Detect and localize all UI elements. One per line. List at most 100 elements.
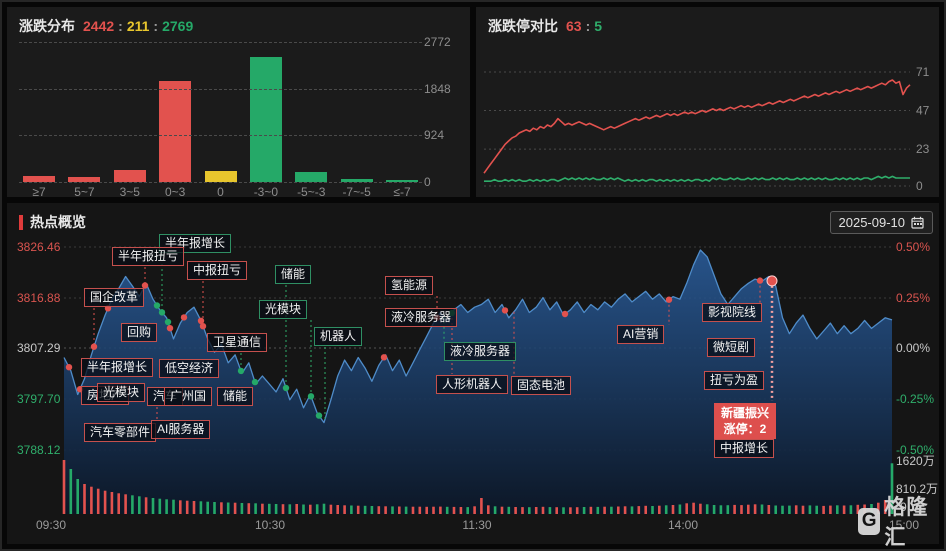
- event-dot: [501, 307, 509, 314]
- event-dot: [65, 364, 73, 371]
- hotspot-label[interactable]: 人形机器人: [436, 375, 509, 394]
- event-dot: [766, 275, 778, 287]
- dist-bar: [159, 81, 192, 182]
- svg-text:47: 47: [916, 104, 930, 118]
- panel-distribution: 涨跌分布 2442 : 211 : 2769 0 924 1848 2772 ≥7 5~…: [7, 7, 470, 199]
- hotspot-tooltip[interactable]: 新疆振兴 涨停：2: [714, 403, 777, 439]
- x-tick-label: -7~-5: [342, 185, 371, 199]
- distribution-title: 涨跌分布: [19, 18, 75, 34]
- hotspot-label[interactable]: 广州国: [164, 387, 213, 406]
- hotspot-label[interactable]: 中报增长: [714, 439, 775, 458]
- svg-text:71: 71: [916, 65, 930, 79]
- dist-bar: [386, 180, 418, 182]
- hotspot-label[interactable]: 扭亏为盈: [704, 371, 765, 390]
- x-tick-label: 0: [217, 185, 224, 199]
- volume-tick-label: 810.2万: [896, 482, 939, 496]
- hotspot-label[interactable]: AI营销: [617, 325, 665, 344]
- time-tick-label: 11:30: [462, 518, 492, 532]
- flat-count: 211: [126, 18, 150, 34]
- panel-hotspots: 热点概览 2025-09-10 G 格隆汇 3826.46 3816.88 3807…: [7, 203, 939, 549]
- event-dot: [90, 343, 98, 350]
- gelonghui-logo-icon: G: [858, 507, 881, 535]
- panel-limit-compare: 涨跌停对比 63 : 5 0 23 47 71: [476, 7, 939, 197]
- hotspot-label[interactable]: 影视院线: [702, 303, 763, 322]
- y-tick-label: 0: [424, 175, 431, 189]
- hotspot-label[interactable]: 半年报增长: [81, 358, 154, 377]
- hotspot-label[interactable]: 液冷服务器: [385, 308, 458, 327]
- event-dot: [180, 314, 188, 321]
- hotspot-label[interactable]: 卫星通信: [207, 333, 268, 352]
- hotspot-label[interactable]: 半年报扭亏: [112, 247, 185, 266]
- hotspot-label[interactable]: 光模块: [97, 383, 146, 402]
- dist-bar: [295, 171, 328, 182]
- x-tick-label: 0~3: [164, 185, 186, 199]
- x-tick-label: -3~0: [253, 185, 279, 199]
- x-tick-label: 3~5: [119, 185, 140, 199]
- limit-compare-title: 涨跌停对比: [488, 18, 558, 34]
- price-tick-label: 3807.29: [17, 341, 61, 355]
- event-dot: [380, 354, 388, 361]
- hotspot-label[interactable]: 固态电池: [511, 376, 572, 395]
- hotspot-label[interactable]: 汽车零部件: [84, 423, 157, 442]
- hotspots-header: 热点概览: [19, 212, 86, 232]
- title-accent-bar: [19, 214, 23, 230]
- hotspot-label[interactable]: 中报扭亏: [187, 261, 248, 280]
- calendar-icon: [911, 216, 924, 229]
- hotspot-label[interactable]: 液冷服务器: [444, 342, 517, 361]
- price-tick-label: 3797.70: [17, 392, 61, 406]
- price-tick-label: 3826.46: [17, 240, 61, 254]
- percent-tick-label: -0.25%: [896, 392, 935, 406]
- price-tick-label: 3788.12: [17, 443, 61, 457]
- limit-down-count: 5: [594, 18, 603, 34]
- hotspot-label[interactable]: 机器人: [314, 327, 363, 346]
- x-tick-label: -5~-3: [297, 185, 326, 199]
- x-tick-label: ≤-7: [393, 185, 411, 199]
- event-dot: [282, 384, 290, 392]
- distribution-stats: 2442 : 211 : 2769: [83, 18, 193, 34]
- gridline: [19, 135, 422, 137]
- stat-separator: :: [118, 18, 123, 34]
- event-dot: [756, 277, 764, 284]
- hotspots-title: 热点概览: [30, 214, 86, 230]
- time-tick-label: 14:00: [667, 518, 699, 532]
- event-dot: [237, 367, 245, 375]
- percent-tick-label: 0.25%: [896, 291, 931, 305]
- hotspot-label[interactable]: 低空经济: [159, 359, 220, 378]
- percent-tick-label: 0.50%: [896, 240, 931, 254]
- hotspot-label[interactable]: 储能: [217, 387, 254, 406]
- distribution-bar-chart: 0 924 1848 2772: [19, 35, 451, 189]
- y-tick-label: 1848: [424, 81, 451, 96]
- time-tick-label: 10:30: [254, 518, 286, 532]
- dist-bar: [68, 177, 101, 182]
- hotspot-label[interactable]: 回购: [121, 323, 158, 342]
- limit-compare-header: 涨跌停对比 63 : 5: [476, 7, 939, 38]
- gridline: [19, 182, 422, 183]
- hotspot-label[interactable]: 储能: [275, 265, 312, 284]
- time-tick-label: 09:30: [35, 518, 67, 532]
- event-dot: [665, 296, 673, 303]
- hotspot-label[interactable]: 微短剧: [707, 338, 756, 357]
- percent-tick-label: -0.50%: [896, 443, 935, 457]
- hotspot-label[interactable]: 氢能源: [385, 276, 434, 295]
- y-tick-label: 924: [424, 128, 445, 143]
- hotspot-label[interactable]: 国企改革: [84, 288, 145, 307]
- volume-tick-label: 0: [900, 500, 907, 514]
- up-count: 2442: [83, 18, 115, 34]
- watermark: G 格隆汇: [858, 491, 939, 549]
- event-dot: [164, 318, 172, 326]
- distribution-header: 涨跌分布 2442 : 211 : 2769: [7, 7, 470, 38]
- distribution-x-axis: ≥7 5~7 3~5 0~3 0 -3~0 -5~-3 -7~-5 ≤-7: [23, 185, 418, 199]
- gridline: [19, 88, 422, 90]
- gridline: [19, 42, 422, 43]
- hotspot-label[interactable]: 光模块: [259, 300, 308, 319]
- date-picker[interactable]: 2025-09-10: [829, 211, 933, 234]
- limit-compare-line-chart: 0 23 47 71: [483, 65, 930, 193]
- event-dot: [158, 309, 166, 316]
- x-tick-label: 5~7: [74, 185, 95, 199]
- event-dot: [251, 378, 259, 386]
- dist-bar: [113, 169, 146, 182]
- event-dot: [561, 310, 569, 318]
- watermark-text: 格隆汇: [884, 496, 929, 549]
- hotspot-label[interactable]: AI服务器: [151, 420, 211, 439]
